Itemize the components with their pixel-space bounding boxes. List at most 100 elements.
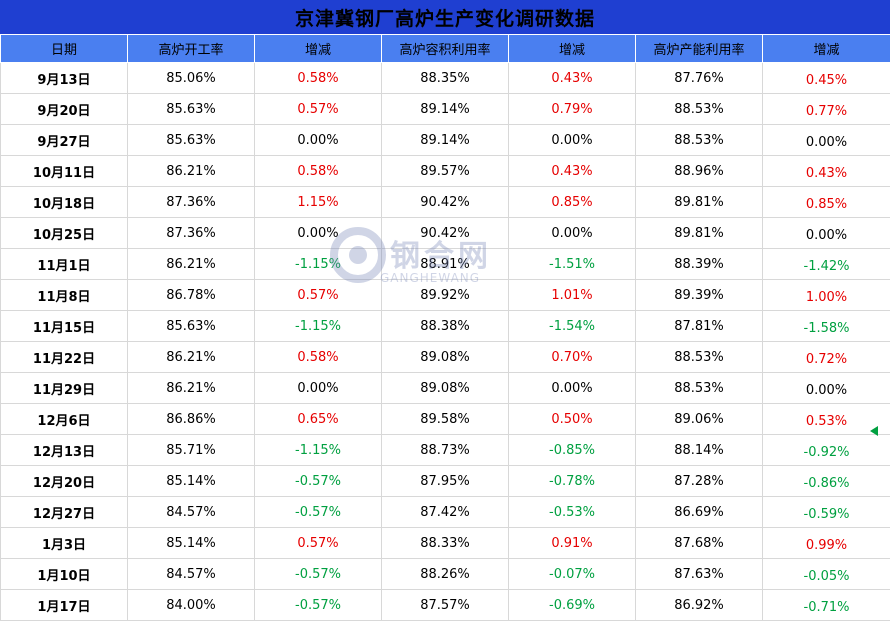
volume-rate-cell: 88.38% — [382, 311, 509, 342]
volume-change-cell: -0.53% — [509, 497, 636, 528]
volume-change-cell: 0.43% — [509, 156, 636, 187]
capacity-rate-cell: 89.39% — [636, 280, 763, 311]
open-rate-cell: 84.00% — [128, 590, 255, 621]
volume-change-cell: -0.78% — [509, 466, 636, 497]
capacity-rate-cell: 87.63% — [636, 559, 763, 590]
capacity-change-cell: -0.71% — [763, 590, 890, 621]
volume-change-cell: 0.00% — [509, 218, 636, 249]
open-change-cell: 0.00% — [255, 218, 382, 249]
capacity-rate-cell: 89.81% — [636, 187, 763, 218]
capacity-rate-cell: 87.28% — [636, 466, 763, 497]
header-row: 日期 高炉开工率 增减 高炉容积利用率 增减 高炉产能利用率 增减 — [1, 35, 890, 63]
open-change-cell: 1.15% — [255, 187, 382, 218]
volume-rate-cell: 88.35% — [382, 63, 509, 94]
capacity-rate-cell: 87.81% — [636, 311, 763, 342]
capacity-change-cell: 0.45% — [763, 63, 890, 94]
date-cell: 11月1日 — [1, 249, 128, 280]
volume-rate-cell: 89.92% — [382, 280, 509, 311]
capacity-change-cell: 0.00% — [763, 373, 890, 404]
volume-change-cell: 0.85% — [509, 187, 636, 218]
date-cell: 10月25日 — [1, 218, 128, 249]
date-cell: 11月22日 — [1, 342, 128, 373]
date-cell: 12月13日 — [1, 435, 128, 466]
open-rate-cell: 84.57% — [128, 497, 255, 528]
volume-rate-cell: 89.14% — [382, 94, 509, 125]
capacity-change-cell: 1.00% — [763, 280, 890, 311]
capacity-change-cell: -0.92% — [763, 435, 890, 466]
date-cell: 10月18日 — [1, 187, 128, 218]
open-change-cell: -0.57% — [255, 559, 382, 590]
header-volume-rate: 高炉容积利用率 — [382, 35, 509, 63]
open-rate-cell: 86.21% — [128, 342, 255, 373]
open-rate-cell: 85.71% — [128, 435, 255, 466]
header-change-1: 增减 — [255, 35, 382, 63]
capacity-rate-cell: 86.69% — [636, 497, 763, 528]
volume-change-cell: 0.50% — [509, 404, 636, 435]
volume-change-cell: 0.00% — [509, 373, 636, 404]
capacity-rate-cell: 89.81% — [636, 218, 763, 249]
open-rate-cell: 85.63% — [128, 125, 255, 156]
volume-change-cell: 0.79% — [509, 94, 636, 125]
capacity-change-cell: -1.58% — [763, 311, 890, 342]
open-change-cell: 0.57% — [255, 280, 382, 311]
open-change-cell: -1.15% — [255, 249, 382, 280]
open-rate-cell: 87.36% — [128, 187, 255, 218]
capacity-rate-cell: 86.92% — [636, 590, 763, 621]
capacity-change-cell: -1.42% — [763, 249, 890, 280]
date-cell: 1月10日 — [1, 559, 128, 590]
open-change-cell: -0.57% — [255, 590, 382, 621]
volume-change-cell: 0.00% — [509, 125, 636, 156]
open-change-cell: 0.00% — [255, 125, 382, 156]
open-rate-cell: 85.14% — [128, 466, 255, 497]
capacity-rate-cell: 88.53% — [636, 125, 763, 156]
open-change-cell: 0.00% — [255, 373, 382, 404]
open-rate-cell: 86.86% — [128, 404, 255, 435]
volume-change-cell: -0.69% — [509, 590, 636, 621]
capacity-rate-cell: 89.06% — [636, 404, 763, 435]
volume-rate-cell: 89.57% — [382, 156, 509, 187]
capacity-rate-cell: 87.68% — [636, 528, 763, 559]
volume-change-cell: -0.07% — [509, 559, 636, 590]
capacity-change-cell: -0.59% — [763, 497, 890, 528]
open-rate-cell: 85.14% — [128, 528, 255, 559]
volume-change-cell: 0.43% — [509, 63, 636, 94]
open-change-cell: 0.65% — [255, 404, 382, 435]
volume-change-cell: -0.85% — [509, 435, 636, 466]
capacity-change-cell: 0.85% — [763, 187, 890, 218]
open-change-cell: -1.15% — [255, 311, 382, 342]
volume-rate-cell: 90.42% — [382, 218, 509, 249]
volume-rate-cell: 89.58% — [382, 404, 509, 435]
open-change-cell: -0.57% — [255, 466, 382, 497]
capacity-change-cell: 0.43% — [763, 156, 890, 187]
header-open-rate: 高炉开工率 — [128, 35, 255, 63]
open-rate-cell: 85.06% — [128, 63, 255, 94]
open-change-cell: 0.58% — [255, 156, 382, 187]
capacity-change-cell: 0.99% — [763, 528, 890, 559]
volume-rate-cell: 88.91% — [382, 249, 509, 280]
date-cell: 10月11日 — [1, 156, 128, 187]
capacity-change-cell: -0.05% — [763, 559, 890, 590]
date-cell: 1月17日 — [1, 590, 128, 621]
open-change-cell: -0.57% — [255, 497, 382, 528]
capacity-rate-cell: 88.96% — [636, 156, 763, 187]
open-rate-cell: 86.21% — [128, 373, 255, 404]
open-rate-cell: 86.21% — [128, 156, 255, 187]
volume-rate-cell: 88.26% — [382, 559, 509, 590]
date-cell: 9月20日 — [1, 94, 128, 125]
capacity-rate-cell: 88.53% — [636, 94, 763, 125]
capacity-rate-cell: 87.76% — [636, 63, 763, 94]
capacity-change-cell: 0.00% — [763, 125, 890, 156]
date-cell: 1月3日 — [1, 528, 128, 559]
triangle-marker-icon — [870, 426, 878, 436]
volume-rate-cell: 88.33% — [382, 528, 509, 559]
